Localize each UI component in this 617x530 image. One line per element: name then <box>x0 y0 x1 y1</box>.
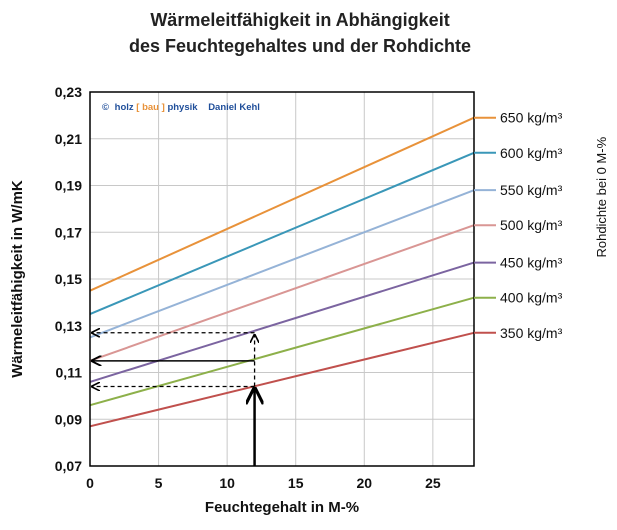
series-layer <box>89 116 475 428</box>
y-tick-label: 0,07 <box>55 458 82 474</box>
series-line <box>89 116 475 292</box>
brand-bracket-open: [ <box>136 102 140 113</box>
reading-example <box>92 333 255 466</box>
copyright-annotation: © holz [ bau ] physik Daniel Kehl <box>102 102 260 113</box>
legend-label: 550 kg/m³ <box>500 182 563 198</box>
series-line <box>89 151 475 316</box>
legend-label: 450 kg/m³ <box>500 255 563 271</box>
x-tick-label: 0 <box>86 475 94 491</box>
legend: 650 kg/m³ 600 kg/m³ 550 kg/m³ 500 kg/m³ 450 … <box>474 110 563 341</box>
y-tick-label: 0,19 <box>55 178 82 194</box>
series-line <box>89 331 475 428</box>
y-tick-label: 0,09 <box>55 411 82 427</box>
x-tick-label: 20 <box>356 475 372 491</box>
y-axis-label: Wärmeleitfähigkeit in W/mK <box>9 180 26 378</box>
grid-layer <box>89 91 474 467</box>
series-line <box>89 261 475 383</box>
y-tick-label: 0,17 <box>55 224 82 240</box>
x-axis-label: Feuchtegehalt in M-% <box>205 499 359 516</box>
legend-label: 500 kg/m³ <box>500 217 563 233</box>
brand-bau: bau <box>142 102 159 113</box>
x-axis-ticks: 0 5 10 15 20 25 <box>86 475 441 491</box>
x-tick-label: 15 <box>288 475 304 491</box>
copyright-symbol: © <box>102 102 109 113</box>
author-name: Daniel Kehl <box>208 102 260 113</box>
series-line <box>89 189 475 339</box>
y-tick-label: 0,11 <box>56 365 83 381</box>
chart-title-line-2: des Feuchtegehaltes und der Rohdichte <box>129 36 471 56</box>
chart-title: Wärmeleitfähigkeit in Abhängigkeit des F… <box>129 10 471 56</box>
brand-holz: holz <box>115 102 134 113</box>
x-tick-label: 25 <box>425 475 441 491</box>
y-tick-label: 0,21 <box>55 131 82 147</box>
brand-physik: physik <box>167 102 198 113</box>
brand-bracket-close: ] <box>162 102 165 113</box>
y-tick-label: 0,15 <box>55 271 82 287</box>
y-tick-label: 0,23 <box>55 84 82 100</box>
y-axis-ticks: 0,07 0,09 0,11 0,13 0,15 0,17 0,19 0,21 0,23 <box>55 84 82 474</box>
series-line <box>89 296 475 407</box>
legend-label: 350 kg/m³ <box>500 325 563 341</box>
series-line <box>89 224 475 362</box>
x-tick-label: 10 <box>219 475 235 491</box>
legend-label: 650 kg/m³ <box>500 110 563 126</box>
legend-label: 400 kg/m³ <box>500 290 563 306</box>
legend-label: 600 kg/m³ <box>500 145 563 161</box>
plot-frame <box>89 91 475 467</box>
copyright-text: © holz [ bau ] physik Daniel Kehl <box>102 102 260 113</box>
legend-title: Rohdichte bei 0 M-% <box>594 136 609 257</box>
x-tick-label: 5 <box>155 475 163 491</box>
y-tick-label: 0,13 <box>55 318 82 334</box>
chart-title-line-1: Wärmeleitfähigkeit in Abhängigkeit <box>150 10 449 30</box>
